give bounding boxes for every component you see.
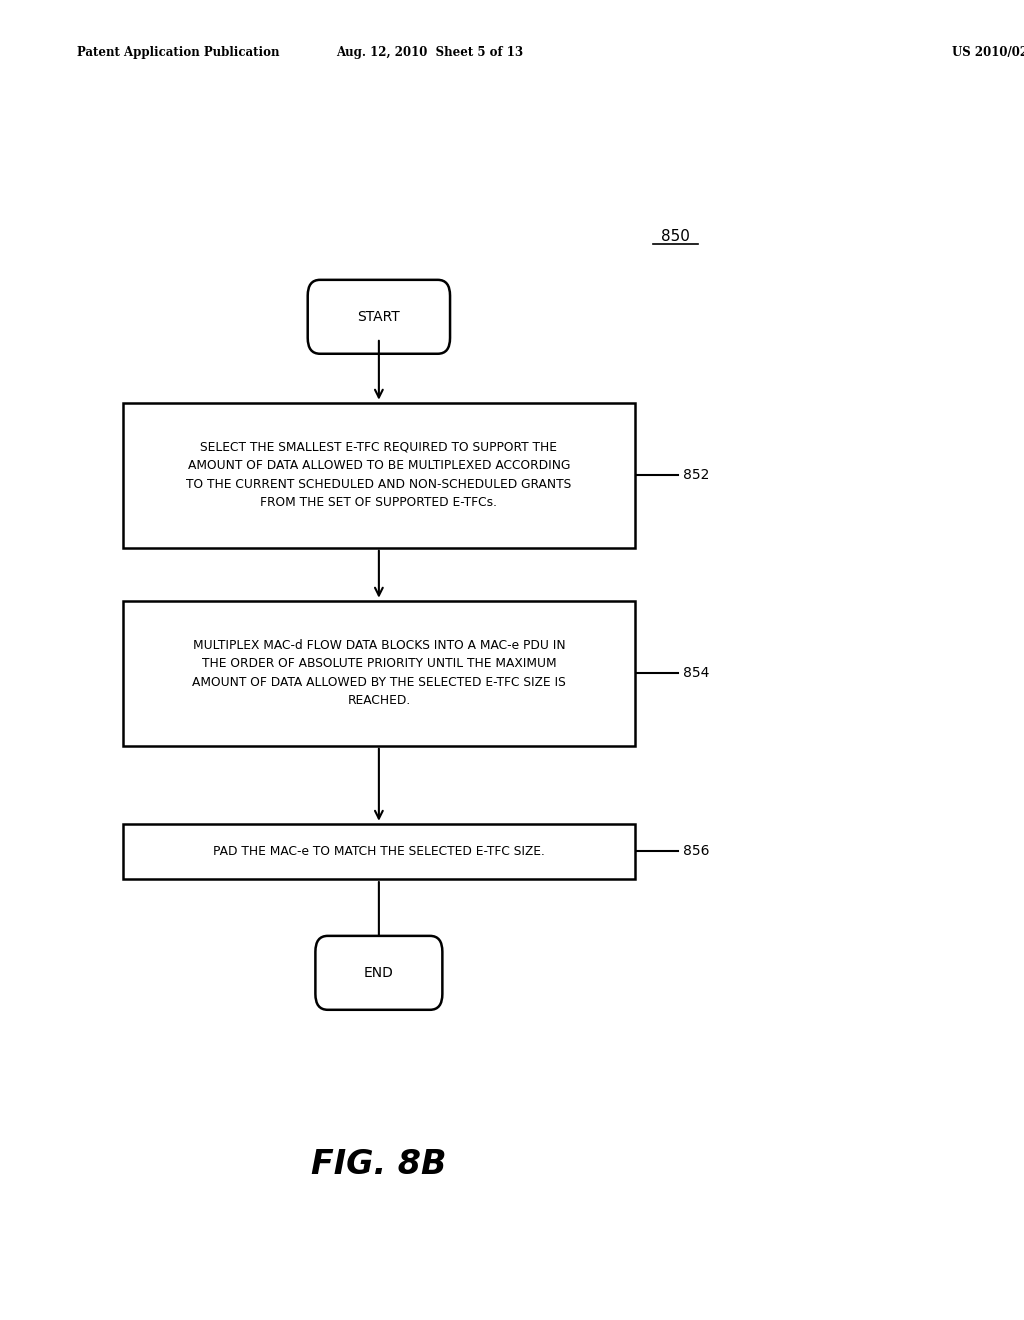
Text: 850: 850 — [662, 230, 690, 244]
Text: Aug. 12, 2010  Sheet 5 of 13: Aug. 12, 2010 Sheet 5 of 13 — [337, 46, 523, 59]
Text: MULTIPLEX MAC-d FLOW DATA BLOCKS INTO A MAC-e PDU IN
THE ORDER OF ABSOLUTE PRIOR: MULTIPLEX MAC-d FLOW DATA BLOCKS INTO A … — [193, 639, 565, 708]
Bar — [123, 403, 635, 548]
Text: 852: 852 — [683, 469, 710, 482]
Text: SELECT THE SMALLEST E-TFC REQUIRED TO SUPPORT THE
AMOUNT OF DATA ALLOWED TO BE M: SELECT THE SMALLEST E-TFC REQUIRED TO SU… — [186, 441, 571, 510]
Text: END: END — [364, 966, 394, 979]
Text: FIG. 8B: FIG. 8B — [311, 1147, 446, 1180]
Text: 856: 856 — [683, 845, 710, 858]
Bar — [123, 601, 635, 746]
Bar — [123, 824, 635, 879]
FancyBboxPatch shape — [307, 280, 451, 354]
Text: START: START — [357, 310, 400, 323]
Text: 854: 854 — [683, 667, 710, 680]
FancyBboxPatch shape — [315, 936, 442, 1010]
Text: US 2010/0202360 A1: US 2010/0202360 A1 — [952, 46, 1024, 59]
Text: PAD THE MAC-e TO MATCH THE SELECTED E-TFC SIZE.: PAD THE MAC-e TO MATCH THE SELECTED E-TF… — [213, 845, 545, 858]
Text: Patent Application Publication: Patent Application Publication — [77, 46, 280, 59]
